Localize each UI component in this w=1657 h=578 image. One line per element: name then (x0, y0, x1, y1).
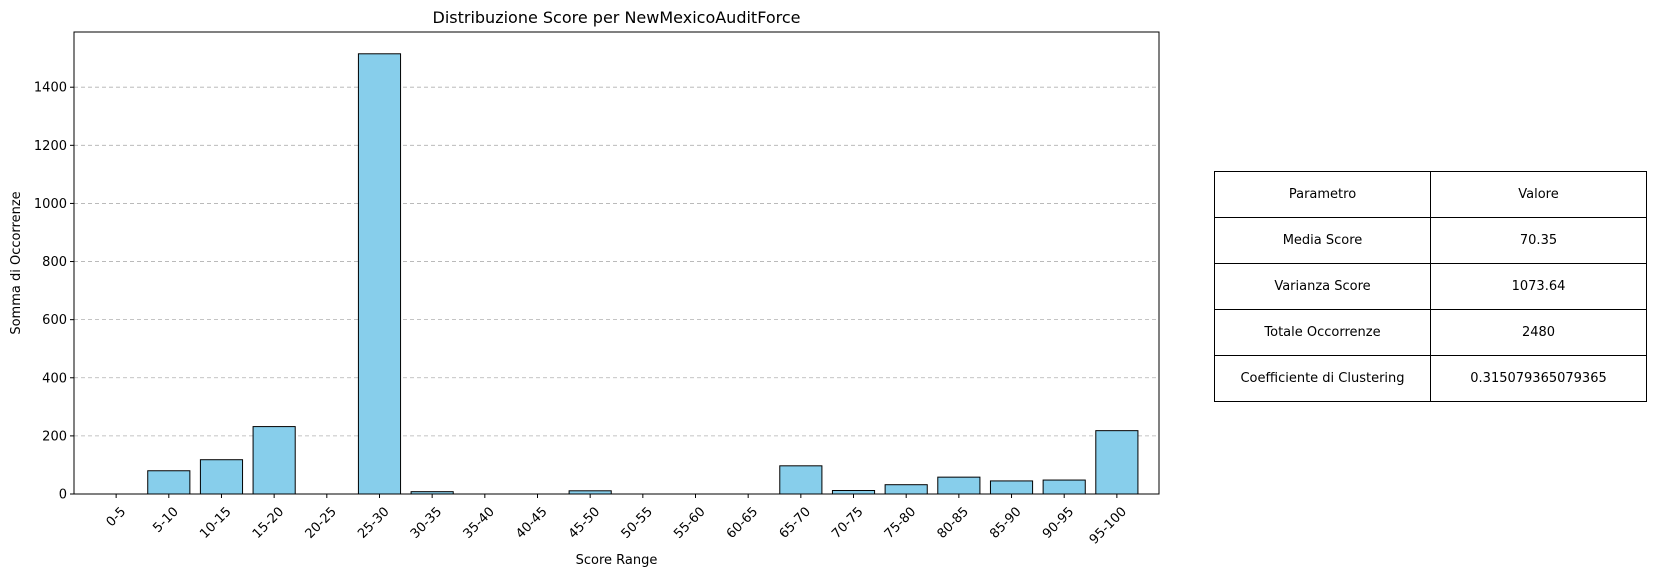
table-cell: 0.315079365079365 (1430, 355, 1647, 402)
table-row: Totale Occorrenze 2480 (1214, 309, 1647, 356)
x-tick-label: 35-40 (461, 504, 498, 541)
x-tick-label: 80-85 (935, 504, 972, 541)
table-cell: 2480 (1430, 309, 1647, 356)
table-cell: Varianza Score (1214, 263, 1431, 310)
table-cell: Coefficiente di Clustering (1214, 355, 1431, 402)
bar-90-95 (1042, 479, 1086, 495)
y-tick-label: 800 (42, 255, 67, 270)
table-cell: Media Score (1214, 217, 1431, 264)
x-tick-label: 65-70 (777, 504, 814, 541)
x-axis-ticks: 0-5 5-10 10-15 15-20 20-25 25-30 30-35 35-40 40-… (104, 494, 1130, 548)
bar-25-30 (357, 53, 402, 495)
bar-15-20 (252, 426, 296, 495)
x-tick-label: 50-55 (619, 504, 656, 541)
table-row: Media Score 70.35 (1214, 217, 1647, 264)
bar-85-90 (989, 480, 1034, 495)
x-tick-label: 60-65 (724, 504, 761, 541)
x-tick-label: 25-30 (355, 504, 392, 541)
chart-title: Distribuzione Score per NewMexicoAuditFo… (433, 8, 801, 27)
x-tick-label: 45-50 (566, 504, 603, 541)
x-tick-label: 20-25 (303, 504, 340, 541)
y-axis-ticks: 0 200 400 600 800 1000 1200 1400 (34, 81, 74, 503)
y-tick-label: 400 (42, 371, 67, 386)
table-header-cell: Parametro (1214, 171, 1431, 218)
y-tick-label: 1000 (34, 197, 67, 212)
stats-table: Parametro Valore Media Score 70.35 Varia… (1214, 171, 1647, 402)
y-tick-label: 1200 (34, 139, 67, 154)
x-tick-label: 0-5 (104, 504, 130, 530)
y-tick-label: 0 (59, 488, 67, 503)
bar-10-15 (199, 459, 244, 495)
x-tick-label: 10-15 (197, 504, 234, 541)
table-header-cell: Valore (1430, 171, 1647, 218)
y-axis-label: Somma di Occorrenze (9, 191, 24, 334)
table-cell: 70.35 (1430, 217, 1647, 264)
x-axis-label: Score Range (576, 553, 658, 568)
y-tick-label: 600 (42, 313, 67, 328)
bar-75-80 (884, 484, 928, 495)
x-tick-label: 90-95 (1040, 504, 1077, 541)
y-tick-label: 1400 (34, 81, 67, 96)
bar-95-100 (1095, 430, 1139, 495)
bar-65-70 (779, 465, 823, 495)
x-tick-label: 5-10 (150, 504, 181, 535)
bar-80-85 (937, 476, 981, 495)
x-tick-label: 30-35 (408, 504, 445, 541)
table-cell: 1073.64 (1430, 263, 1647, 310)
table-header-row: Parametro Valore (1214, 171, 1647, 218)
x-tick-label: 70-75 (829, 504, 866, 541)
x-tick-label: 85-90 (987, 504, 1024, 541)
bar-70-75 (831, 490, 876, 495)
table-row: Varianza Score 1073.64 (1214, 263, 1647, 310)
axes-frame (73, 31, 1160, 495)
table-row: Coefficiente di Clustering 0.31507936507… (1214, 355, 1647, 402)
x-tick-label: 95-100 (1087, 504, 1130, 547)
bar-5-10 (147, 470, 191, 495)
x-tick-label: 15-20 (250, 504, 287, 541)
bars (147, 53, 1139, 495)
x-tick-label: 75-80 (882, 504, 919, 541)
table-cell: Totale Occorrenze (1214, 309, 1431, 356)
x-tick-label: 55-60 (671, 504, 708, 541)
y-tick-label: 200 (42, 429, 67, 444)
grid-lines (74, 86, 1159, 437)
x-tick-label: 40-45 (513, 504, 550, 541)
